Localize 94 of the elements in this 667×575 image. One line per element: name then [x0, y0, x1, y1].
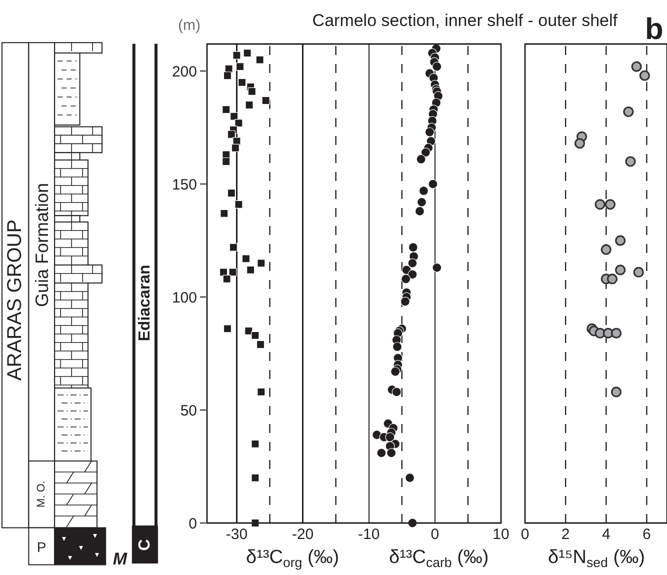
point: [633, 266, 644, 278]
x-tick-label: 0: [520, 526, 530, 543]
x-tick-label: -10: [358, 526, 380, 543]
point: [408, 242, 418, 252]
point: [639, 70, 650, 81]
point: [386, 448, 396, 458]
x-tick-label: 0: [430, 526, 440, 543]
point: [256, 340, 265, 349]
point: [615, 264, 626, 276]
point: [228, 268, 237, 276]
point: [262, 96, 270, 105]
point: [418, 186, 428, 196]
point: [432, 62, 442, 72]
point: [236, 62, 244, 71]
point: [246, 266, 255, 274]
text: Guia Formation: [32, 182, 52, 308]
y-tick-label: 150: [172, 176, 197, 194]
point: [625, 156, 636, 167]
point: [385, 432, 395, 442]
point: [251, 440, 260, 448]
point: [257, 259, 266, 268]
y-tick-label: 50: [180, 402, 197, 420]
point: [600, 244, 612, 255]
x-tick-label: 6: [642, 526, 651, 543]
point: [251, 331, 260, 340]
point: [408, 270, 418, 280]
text: C: [136, 538, 154, 551]
point: [615, 235, 626, 246]
point: [623, 106, 634, 118]
point: [376, 448, 386, 458]
point: [245, 100, 254, 110]
point: [223, 324, 232, 333]
annotation: b: [645, 13, 664, 46]
point: [222, 274, 231, 284]
x-axis-title: δ¹⁵N$_{sed}$ (‰): [548, 547, 645, 570]
point: [631, 61, 642, 72]
point: [222, 105, 230, 114]
point: [231, 144, 240, 152]
chart-title: Carmelo section, inner shelf - outer shelf: [312, 10, 618, 30]
point: [223, 72, 232, 80]
point: [574, 138, 586, 149]
text: Ediacaran: [136, 264, 154, 342]
point: [610, 386, 622, 398]
point: [244, 326, 253, 335]
point: [416, 154, 426, 164]
x-tick-label: 4: [602, 526, 610, 543]
point: [232, 137, 241, 146]
point: [392, 342, 402, 352]
point: [432, 262, 442, 272]
point: [220, 209, 228, 218]
point: [606, 274, 618, 284]
point: [242, 254, 250, 263]
point: [400, 296, 410, 306]
point: [251, 474, 260, 482]
x-axis-title: δ¹³C$_{org}$ (‰): [246, 547, 340, 570]
point: [428, 179, 438, 189]
point: [227, 130, 236, 138]
point: [219, 268, 228, 276]
point: [610, 328, 622, 339]
point: [234, 119, 243, 128]
point: [604, 199, 616, 210]
point: [227, 189, 236, 198]
point: [257, 388, 266, 396]
point: [420, 148, 430, 158]
point: [594, 199, 606, 210]
point: [408, 258, 418, 268]
y-tick-label: 200: [172, 63, 197, 80]
point: [232, 51, 241, 60]
text: P: [36, 539, 46, 555]
text: ARARAS GROUP: [4, 219, 26, 381]
point: [229, 243, 238, 252]
text: M. O.: [36, 480, 48, 508]
point: [234, 200, 243, 208]
point: [392, 387, 402, 397]
point: [405, 473, 415, 483]
point: [222, 157, 230, 166]
point: [251, 518, 260, 528]
text: M: [112, 550, 128, 568]
x-tick-label: 2: [561, 526, 570, 543]
point: [416, 197, 427, 207]
point: [414, 206, 425, 216]
point: [230, 112, 238, 120]
point: [248, 87, 256, 96]
point: [238, 78, 246, 86]
x-tick-label: -30: [226, 526, 248, 543]
point: [256, 56, 264, 64]
x-tick-label: 10: [492, 526, 510, 543]
point: [401, 274, 411, 284]
y-axis-title: (m): [178, 17, 200, 34]
x-tick-label: -20: [292, 526, 314, 543]
point: [424, 127, 434, 137]
text: δ¹³C$_{carb}$ (‰): [389, 547, 489, 570]
point: [243, 48, 252, 58]
y-tick-label: 100: [172, 289, 197, 306]
